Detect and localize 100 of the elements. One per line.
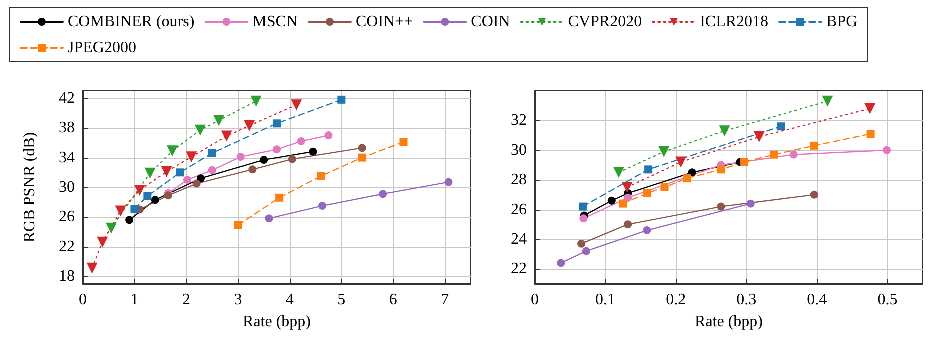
x-axis-title: Rate (bpp): [243, 314, 311, 330]
point: [115, 206, 126, 217]
point: [192, 180, 201, 188]
y-tick-label: 32: [511, 112, 527, 130]
point: [810, 142, 818, 150]
point: [208, 149, 216, 158]
point: [754, 132, 765, 143]
point: [318, 202, 327, 210]
y-tick-label: 24: [511, 230, 527, 248]
point: [644, 166, 653, 174]
point: [126, 216, 134, 224]
y-tick-label: 26: [511, 201, 527, 218]
point: [746, 200, 755, 208]
point: [580, 214, 588, 223]
point: [164, 192, 172, 200]
point: [208, 166, 216, 174]
point: [248, 166, 257, 174]
point: [234, 221, 242, 230]
point: [790, 150, 798, 159]
legend-label: BPG: [826, 14, 858, 30]
x-tick-label: 3: [234, 292, 242, 308]
point: [273, 120, 281, 128]
x-tick-label: 6: [389, 292, 398, 308]
x-tick-label: 7: [441, 292, 450, 308]
point: [822, 96, 834, 107]
point: [717, 166, 726, 174]
point: [221, 130, 232, 142]
point: [250, 96, 262, 107]
point: [883, 146, 892, 154]
x-tick-label: 0: [79, 292, 87, 308]
point: [740, 158, 749, 166]
point: [613, 167, 624, 178]
y-tick-label: 22: [511, 260, 527, 278]
point: [619, 200, 628, 208]
point: [288, 155, 297, 164]
point: [176, 168, 184, 177]
point: [582, 247, 590, 256]
point: [777, 122, 786, 131]
point: [810, 190, 818, 199]
point: [144, 192, 152, 200]
point: [643, 189, 652, 198]
point: [236, 153, 245, 162]
x-axis-title: Rate (bpp): [695, 314, 763, 330]
point: [658, 146, 670, 158]
point: [444, 178, 453, 186]
point: [144, 168, 156, 179]
point: [134, 184, 146, 196]
point: [624, 220, 632, 229]
point: [770, 150, 778, 159]
point: [316, 172, 325, 180]
point: [260, 156, 268, 164]
point: [660, 184, 669, 192]
x-tick-label: 0.5: [878, 292, 898, 308]
point: [324, 132, 333, 140]
point: [297, 137, 306, 146]
legend-label: COIN: [471, 14, 511, 30]
point: [676, 156, 687, 168]
x-tick-label: 0.3: [736, 292, 757, 308]
point: [864, 103, 876, 114]
point: [688, 168, 696, 177]
point: [309, 148, 318, 156]
point: [717, 202, 726, 211]
y-tick-label: 38: [59, 120, 75, 137]
y-tick-label: 28: [511, 172, 527, 189]
point: [866, 130, 875, 138]
legend-label: ICLR2018: [700, 14, 769, 30]
point: [622, 182, 633, 193]
point: [291, 100, 302, 111]
point: [265, 214, 274, 223]
y-tick-label: 34: [59, 149, 75, 166]
point: [379, 190, 388, 198]
point: [86, 262, 98, 274]
point: [276, 194, 284, 202]
y-tick-label: 22: [59, 238, 75, 256]
x-tick-label: 0.1: [596, 292, 616, 308]
y-tick-label: 42: [59, 90, 75, 107]
point: [273, 146, 281, 154]
point: [719, 126, 730, 137]
point: [400, 138, 408, 146]
point: [161, 166, 172, 178]
y-axis-title: RGB PSNR (dB): [22, 132, 38, 243]
point: [214, 115, 225, 126]
legend-label: CVPR2020: [568, 14, 642, 30]
point: [106, 222, 117, 234]
x-tick-label: 0.2: [666, 292, 686, 308]
y-tick-label: 30: [511, 142, 527, 159]
point: [167, 146, 178, 157]
point: [244, 120, 256, 132]
point: [643, 226, 652, 235]
point: [194, 124, 206, 136]
point: [358, 154, 366, 162]
point: [338, 96, 346, 104]
legend-label: MSCN: [252, 14, 298, 30]
point: [130, 205, 139, 214]
x-tick-label: 5: [338, 292, 346, 308]
point: [97, 236, 108, 248]
point: [624, 194, 632, 202]
x-tick-label: 2: [182, 292, 190, 308]
point: [151, 196, 160, 204]
y-tick-label: 18: [59, 268, 75, 286]
